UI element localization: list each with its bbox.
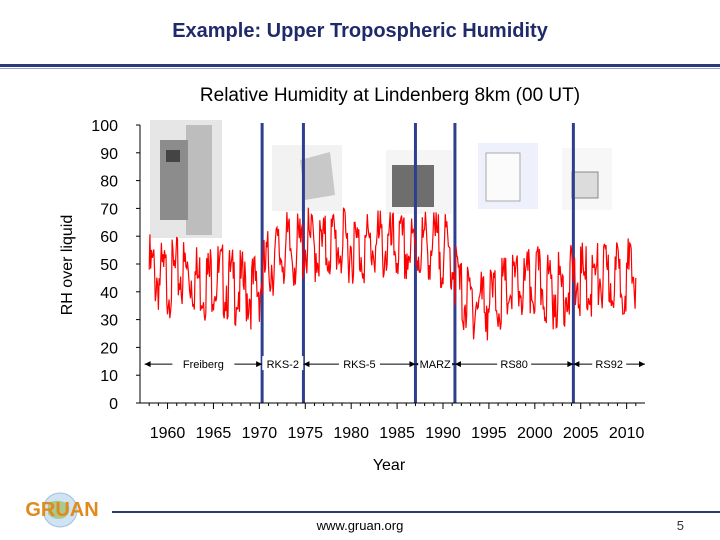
- x-tick-label: 2000: [517, 425, 553, 442]
- era-label-bg: [592, 356, 627, 371]
- axes: 0 10 20 30 40 50 60 70 80 90 100 1960 1965 1970 1975 19…: [91, 118, 645, 442]
- y-tick-label: 30: [100, 313, 118, 330]
- humidity-chart: Relative Humidity at Lindenberg 8km (00 …: [59, 85, 645, 474]
- era-arrow-head: [639, 361, 645, 368]
- y-tick-label: 10: [100, 368, 118, 385]
- title-divider-thin: [0, 68, 720, 69]
- era-label: Freiberg: [183, 359, 224, 371]
- y-tick-label: 70: [100, 201, 118, 218]
- x-tick-label: 1960: [150, 425, 186, 442]
- era-arrow-head: [256, 361, 263, 368]
- x-tick-label: 1975: [287, 425, 323, 442]
- x-tick-label: 2010: [609, 425, 645, 442]
- era-label-bg: [418, 356, 453, 371]
- y-tick-label: 0: [109, 396, 118, 413]
- y-tick-label: 80: [100, 174, 118, 191]
- globe-icon: GRUAN: [25, 492, 99, 528]
- y-tick-label: 50: [100, 257, 118, 274]
- gruan-logo: GRUAN: [12, 488, 112, 528]
- era-label: RKS-2: [267, 359, 299, 371]
- chart-title: Relative Humidity at Lindenberg 8km (00 …: [200, 85, 580, 106]
- sonde-photo-freiberg: [150, 120, 222, 238]
- footer-divider: [112, 511, 720, 513]
- era-label-bg: [172, 356, 235, 371]
- y-tick-label: 20: [100, 340, 118, 357]
- y-tick-label: 40: [100, 285, 118, 302]
- x-axis-label: Year: [373, 457, 406, 474]
- era-arrow-head: [454, 361, 461, 368]
- footer-url[interactable]: www.gruan.org: [316, 518, 404, 533]
- sonde-photo-rks5: [386, 150, 452, 214]
- title-divider: [0, 64, 720, 67]
- era-label: RKS-5: [343, 359, 375, 371]
- era-label: RS80: [500, 359, 528, 371]
- x-tick-label: 1980: [333, 425, 369, 442]
- rh-series-line: [148, 207, 637, 341]
- y-tick-label: 90: [100, 146, 118, 163]
- page-number: 5: [676, 518, 684, 533]
- era-label-bg: [338, 356, 380, 371]
- era-label: MARZ: [420, 359, 451, 371]
- era-label-bg: [497, 356, 532, 371]
- y-tick-label: 100: [91, 118, 118, 135]
- logo-text: GRUAN: [25, 499, 98, 521]
- x-tick-label: 1970: [242, 425, 278, 442]
- x-tick-label: 1965: [196, 425, 232, 442]
- x-tick-label: 2005: [563, 425, 599, 442]
- sonde-photo-rs80: [478, 143, 538, 209]
- era-label-bg: [262, 356, 304, 371]
- x-tick-label: 1990: [425, 425, 461, 442]
- era-arrow-head: [144, 361, 151, 368]
- era-arrow-head: [573, 361, 580, 368]
- era-arrow-head: [567, 361, 574, 368]
- slide-title: Example: Upper Tropospheric Humidity: [172, 20, 548, 42]
- y-axis-label: RH over liquid: [59, 215, 76, 315]
- y-tick-label: 60: [100, 229, 118, 246]
- era-label: RS92: [595, 359, 623, 371]
- era-arrow-head: [409, 361, 416, 368]
- plot-area: Freiberg RKS-2 RKS-5 MARZ RS80 RS92: [144, 123, 645, 403]
- sonde-photo-rs92: [562, 148, 612, 210]
- x-tick-label: 1985: [379, 425, 415, 442]
- x-tick-label: 1995: [471, 425, 507, 442]
- sonde-photo-rks2: [272, 145, 342, 211]
- era-arrow-head: [303, 361, 310, 368]
